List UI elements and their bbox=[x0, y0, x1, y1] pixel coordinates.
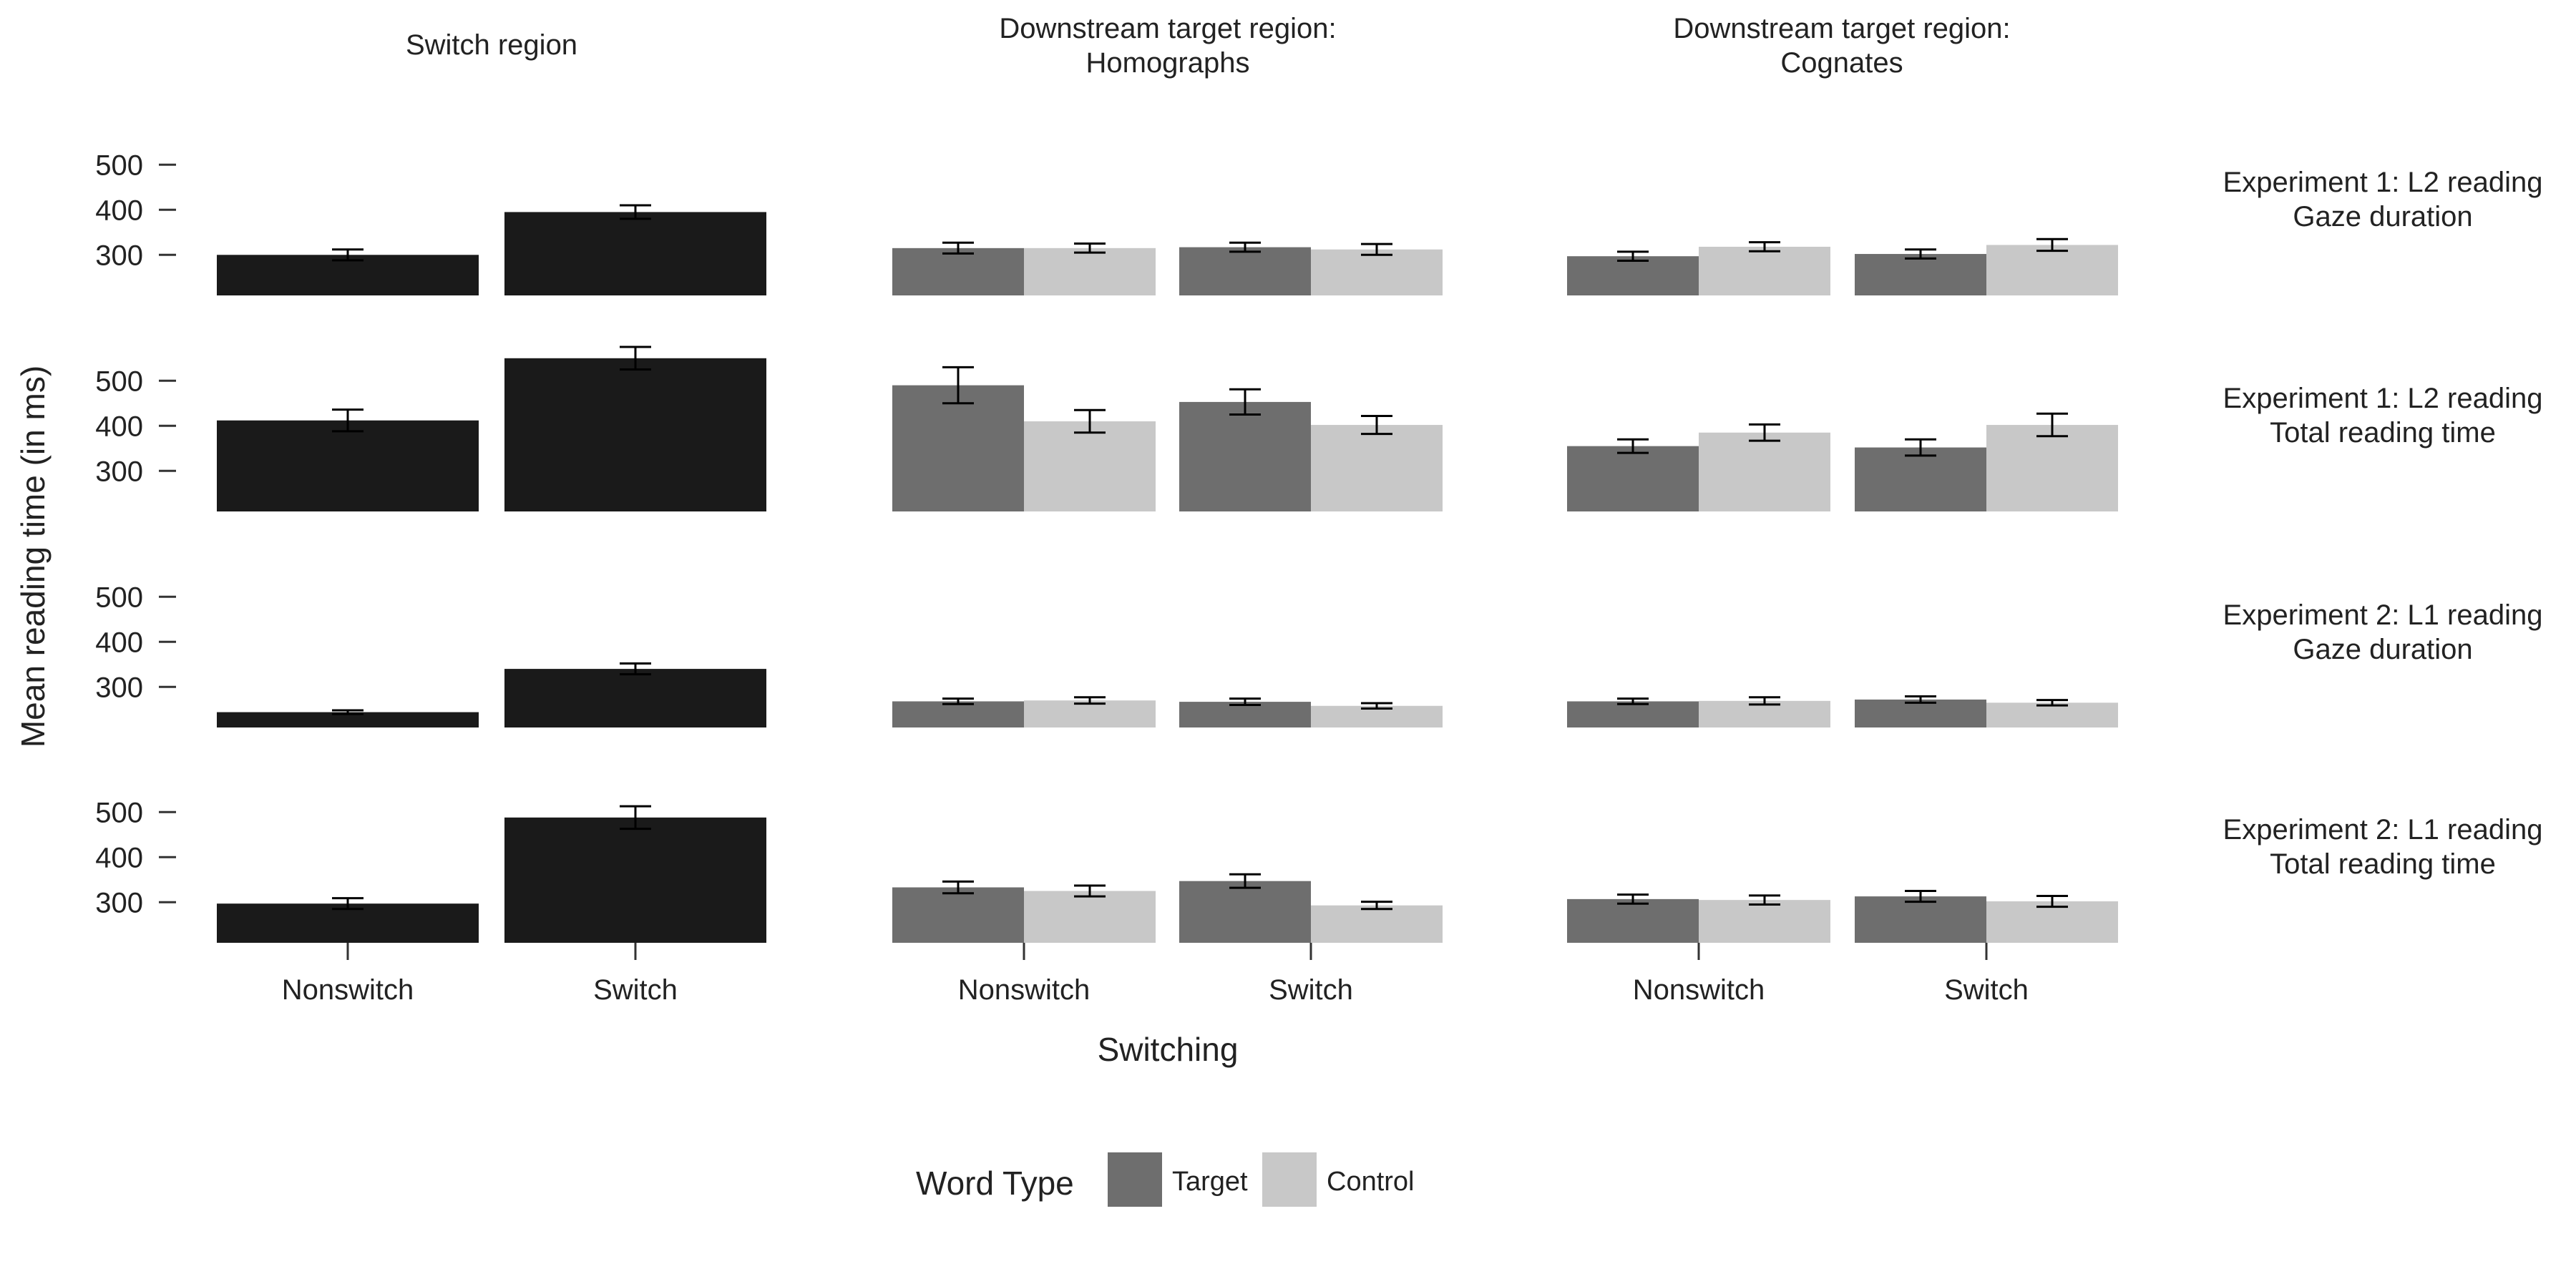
row-title: Total reading time bbox=[2270, 417, 2496, 449]
bar-control bbox=[1986, 901, 2118, 943]
bar-control bbox=[1024, 700, 1156, 727]
bar-control bbox=[1986, 702, 2118, 727]
y-tick-label: 400 bbox=[95, 627, 143, 658]
row-title: Gaze duration bbox=[2293, 634, 2472, 665]
bar-switch-region bbox=[504, 358, 766, 511]
bar-control bbox=[1024, 891, 1156, 943]
bar-target bbox=[1855, 699, 1986, 727]
row-title: Gaze duration bbox=[2293, 201, 2472, 232]
x-tick-label: Nonswitch bbox=[282, 974, 414, 1006]
bar-control bbox=[1024, 421, 1156, 511]
bar-switch-region bbox=[217, 712, 479, 727]
bar-control bbox=[1986, 425, 2118, 511]
bar-target bbox=[1855, 254, 1986, 295]
bar-switch-region bbox=[504, 817, 766, 943]
bar-target bbox=[1567, 446, 1699, 511]
bar-target bbox=[1855, 896, 1986, 943]
bar-control bbox=[1311, 249, 1443, 295]
y-tick-label: 500 bbox=[95, 582, 143, 613]
bar-switch-region bbox=[217, 420, 479, 511]
y-tick-label: 300 bbox=[95, 456, 143, 487]
column-title: Downstream target region: bbox=[1673, 13, 2010, 44]
row-title: Experiment 2: L1 reading bbox=[2223, 599, 2543, 631]
legend-swatch bbox=[1108, 1152, 1162, 1207]
legend-label: Target bbox=[1172, 1167, 1248, 1197]
x-tick-label: Switch bbox=[1944, 974, 2029, 1006]
bar-target bbox=[1179, 702, 1311, 727]
y-tick-label: 300 bbox=[95, 672, 143, 703]
bar-switch-region bbox=[217, 903, 479, 943]
bar-target bbox=[892, 248, 1024, 295]
row-title: Experiment 2: L1 reading bbox=[2223, 814, 2543, 846]
y-tick-label: 500 bbox=[95, 366, 143, 397]
y-tick-label: 400 bbox=[95, 195, 143, 226]
legend-label: Control bbox=[1327, 1167, 1415, 1197]
x-tick-label: Nonswitch bbox=[1633, 974, 1765, 1006]
row-title: Experiment 1: L2 reading bbox=[2223, 383, 2543, 414]
bar-control bbox=[1986, 245, 2118, 295]
y-tick-label: 400 bbox=[95, 411, 143, 442]
bar-control bbox=[1311, 425, 1443, 511]
bar-switch-region bbox=[504, 212, 766, 295]
bar-target bbox=[892, 701, 1024, 727]
x-tick-label: Switch bbox=[593, 974, 678, 1006]
bar-target bbox=[892, 887, 1024, 943]
legend-title: Word Type bbox=[916, 1165, 1074, 1202]
y-tick-label: 300 bbox=[95, 240, 143, 271]
bar-control bbox=[1699, 246, 1830, 295]
bar-target bbox=[1179, 881, 1311, 943]
bar-control bbox=[1699, 900, 1830, 943]
column-title: Homographs bbox=[1085, 47, 1249, 79]
bar-target bbox=[1179, 247, 1311, 295]
column-title: Downstream target region: bbox=[999, 13, 1336, 44]
row-title: Total reading time bbox=[2270, 848, 2496, 880]
y-tick-label: 500 bbox=[95, 797, 143, 828]
legend-swatch bbox=[1262, 1152, 1317, 1207]
column-title: Switch region bbox=[406, 29, 577, 61]
bar-control bbox=[1311, 905, 1443, 943]
y-tick-label: 400 bbox=[95, 842, 143, 873]
x-tick-label: Nonswitch bbox=[958, 974, 1091, 1006]
bar-control bbox=[1024, 248, 1156, 295]
bar-target bbox=[1567, 701, 1699, 727]
bar-target bbox=[1567, 256, 1699, 295]
y-tick-label: 300 bbox=[95, 887, 143, 918]
y-tick-label: 500 bbox=[95, 150, 143, 181]
bar-control bbox=[1699, 432, 1830, 511]
bar-switch-region bbox=[504, 669, 766, 727]
bar-target bbox=[1567, 898, 1699, 943]
x-axis-title: Switching bbox=[1098, 1031, 1239, 1068]
bar-target bbox=[892, 385, 1024, 511]
column-title: Cognates bbox=[1780, 47, 1903, 79]
bar-switch-region bbox=[217, 255, 479, 295]
row-title: Experiment 1: L2 reading bbox=[2223, 167, 2543, 198]
bar-target bbox=[1855, 447, 1986, 511]
y-axis-title: Mean reading time (in ms) bbox=[14, 366, 52, 748]
x-tick-label: Switch bbox=[1269, 974, 1353, 1006]
bar-target bbox=[1179, 401, 1311, 511]
